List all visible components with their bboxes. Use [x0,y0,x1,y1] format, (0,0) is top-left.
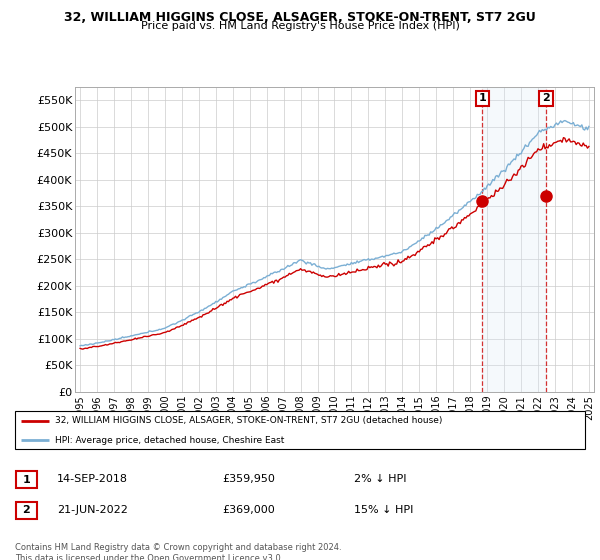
Text: £369,000: £369,000 [222,505,275,515]
Text: £359,950: £359,950 [222,474,275,484]
Text: 2% ↓ HPI: 2% ↓ HPI [354,474,407,484]
Text: 2: 2 [23,506,30,515]
Text: 32, WILLIAM HIGGINS CLOSE, ALSAGER, STOKE-ON-TRENT, ST7 2GU: 32, WILLIAM HIGGINS CLOSE, ALSAGER, STOK… [64,11,536,24]
Bar [482,87,546,392]
Text: 14-SEP-2018: 14-SEP-2018 [57,474,128,484]
Text: 1: 1 [478,94,486,104]
Text: 1: 1 [23,475,30,484]
Text: 15% ↓ HPI: 15% ↓ HPI [354,505,413,515]
Text: Price paid vs. HM Land Registry's House Price Index (HPI): Price paid vs. HM Land Registry's House … [140,21,460,31]
FancyBboxPatch shape [16,502,37,519]
FancyBboxPatch shape [16,472,37,488]
Text: Contains HM Land Registry data © Crown copyright and database right 2024.
This d: Contains HM Land Registry data © Crown c… [15,543,341,560]
Text: HPI: Average price, detached house, Cheshire East: HPI: Average price, detached house, Ches… [55,436,284,445]
Text: 21-JUN-2022: 21-JUN-2022 [57,505,128,515]
Text: 2: 2 [542,94,550,104]
Text: 32, WILLIAM HIGGINS CLOSE, ALSAGER, STOKE-ON-TRENT, ST7 2GU (detached house): 32, WILLIAM HIGGINS CLOSE, ALSAGER, STOK… [55,416,443,425]
FancyBboxPatch shape [15,411,585,449]
